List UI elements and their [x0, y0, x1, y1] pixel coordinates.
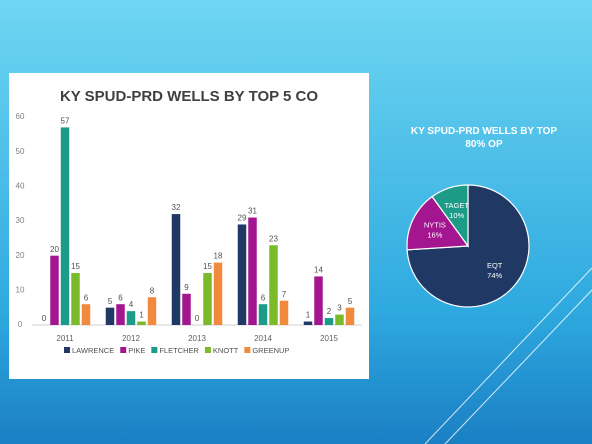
data-label: 18	[214, 252, 223, 261]
legend-swatch	[244, 347, 251, 353]
data-label: 6	[84, 293, 89, 302]
y-tick-label: 10	[16, 285, 25, 294]
pie-slice	[406, 195, 470, 251]
data-label: 57	[61, 117, 70, 126]
bar	[314, 276, 323, 325]
legend-label: KNOTT	[213, 346, 239, 355]
data-label: 2	[327, 307, 332, 316]
legend-swatch	[64, 347, 70, 353]
slice-label: 16%	[427, 230, 442, 239]
x-tick-label: 2012	[122, 334, 140, 343]
data-label: 1	[306, 311, 311, 320]
legend-swatch	[151, 347, 158, 353]
data-label: 23	[269, 234, 278, 243]
bar	[126, 311, 136, 325]
y-tick-label: 0	[18, 320, 23, 329]
data-label: 15	[71, 262, 80, 271]
legend-label: FLETCHER	[159, 346, 199, 355]
legend-swatch	[120, 347, 127, 353]
data-label: 9	[184, 283, 189, 292]
data-label: 6	[118, 293, 123, 302]
bar	[279, 300, 289, 325]
bar	[213, 262, 223, 325]
data-label: 14	[314, 266, 323, 275]
slice-name: NYTIS	[424, 220, 446, 229]
legend-swatch	[204, 347, 211, 353]
bar	[147, 297, 157, 325]
bar	[60, 127, 70, 326]
bar	[303, 321, 313, 325]
chart-title: KY SPUD-PRD WELLS BY TOP 5 CO	[60, 88, 318, 105]
decor-line	[444, 289, 592, 444]
y-tick-label: 40	[16, 181, 25, 190]
data-label: 5	[348, 297, 353, 306]
bar	[345, 307, 355, 325]
x-tick-label: 2011	[56, 334, 74, 343]
y-tick-label: 30	[16, 216, 25, 225]
bar	[203, 273, 212, 325]
bar	[258, 304, 268, 325]
decor-line	[424, 267, 592, 444]
bar	[269, 245, 278, 325]
data-label: 29	[238, 214, 247, 223]
slice-name: EQT	[487, 261, 503, 270]
x-tick-label: 2015	[320, 334, 338, 343]
bar	[248, 217, 257, 325]
x-tick-label: 2013	[188, 334, 206, 343]
y-tick-label: 50	[16, 147, 25, 156]
bar	[237, 224, 247, 325]
slice-name: TAGET	[444, 201, 469, 210]
legend-label: PIKE	[128, 346, 145, 355]
x-tick-label: 2014	[254, 334, 272, 343]
y-tick-label: 20	[16, 251, 25, 260]
data-label: 1	[139, 311, 144, 320]
bar	[182, 293, 191, 325]
legend-label: GREENUP	[252, 346, 289, 355]
data-label: 8	[150, 286, 155, 295]
data-label: 0	[42, 314, 47, 323]
data-label: 15	[203, 262, 212, 271]
data-label: 20	[50, 245, 59, 254]
data-label: 7	[282, 290, 287, 299]
bar	[105, 307, 115, 325]
bar	[81, 304, 91, 325]
bar	[137, 321, 146, 325]
bar	[71, 273, 80, 325]
data-label: 31	[248, 207, 257, 216]
slice-label: 10%	[449, 211, 464, 220]
legend-label: LAWRENCE	[72, 346, 114, 355]
data-label: 3	[337, 304, 342, 313]
data-label: 6	[261, 293, 266, 302]
bar	[171, 214, 181, 325]
bar	[50, 255, 59, 325]
bar	[324, 318, 334, 325]
bar	[116, 304, 125, 325]
data-label: 0	[195, 314, 200, 323]
data-label: 4	[129, 300, 134, 309]
bar	[335, 314, 344, 325]
pie-slice	[431, 184, 469, 248]
y-tick-label: 60	[16, 112, 25, 121]
data-label: 5	[108, 297, 113, 306]
slice-label: 74%	[487, 271, 502, 280]
data-label: 32	[172, 203, 181, 212]
pie-title: KY SPUD-PRD WELLS BY TOP 80% OP	[411, 126, 557, 150]
